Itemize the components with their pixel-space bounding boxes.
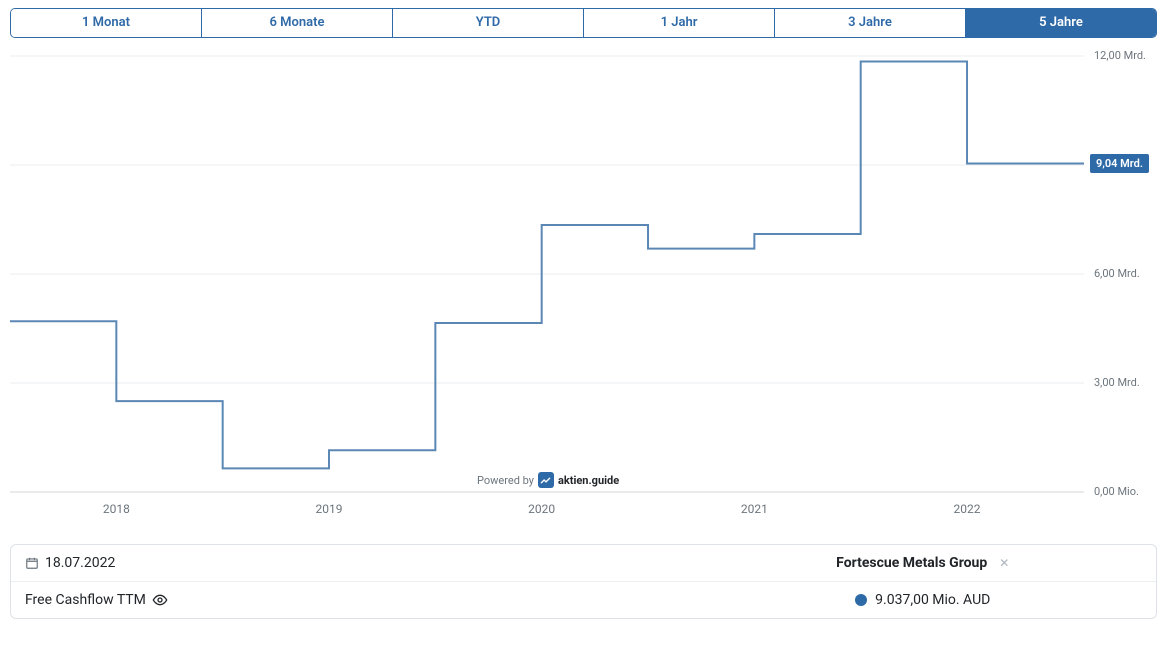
eye-icon[interactable] xyxy=(152,592,168,608)
ytick-label: 3,00 Mrd. xyxy=(1094,376,1164,389)
cashflow-chart: 0,00 Mio. 3,00 Mrd. 6,00 Mrd. 9,00 Mrd. … xyxy=(10,50,1157,530)
xtick-label: 2022 xyxy=(954,502,981,516)
xtick-label: 2018 xyxy=(103,502,130,516)
xtick-label: 2019 xyxy=(316,502,343,516)
tab-3-jahre[interactable]: 3 Jahre xyxy=(774,9,965,37)
last-value-badge: 9,04 Mrd. xyxy=(1090,154,1149,173)
tab-1-monat[interactable]: 1 Monat xyxy=(11,9,201,37)
calendar-icon xyxy=(25,556,39,570)
attribution-prefix: Powered by xyxy=(477,474,534,487)
attribution-logo-icon xyxy=(538,472,554,488)
tab-1-jahr[interactable]: 1 Jahr xyxy=(583,9,774,37)
tab-5-jahre[interactable]: 5 Jahre xyxy=(965,9,1156,37)
ytick-label: 6,00 Mrd. xyxy=(1094,267,1164,280)
chart-svg xyxy=(10,50,1157,530)
series-color-dot xyxy=(855,594,867,606)
info-panel: 18.07.2022 Fortescue Metals Group ✕ Free… xyxy=(10,544,1157,619)
xtick-label: 2020 xyxy=(528,502,555,516)
time-range-tabs: 1 Monat 6 Monate YTD 1 Jahr 3 Jahre 5 Ja… xyxy=(10,8,1157,38)
company-name: Fortescue Metals Group xyxy=(836,555,987,571)
ytick-label: 12,00 Mrd. xyxy=(1094,49,1164,62)
remove-company-icon[interactable]: ✕ xyxy=(999,556,1009,570)
xtick-label: 2021 xyxy=(741,502,768,516)
chart-attribution: Powered by aktien.guide xyxy=(477,472,619,488)
metric-value: 9.037,00 Mio. AUD xyxy=(875,592,990,608)
attribution-brand: aktien.guide xyxy=(558,474,619,487)
panel-date: 18.07.2022 xyxy=(45,555,115,571)
tab-6-monate[interactable]: 6 Monate xyxy=(201,9,392,37)
metric-label: Free Cashflow TTM xyxy=(25,592,146,608)
ytick-label: 0,00 Mio. xyxy=(1094,485,1164,498)
tab-ytd[interactable]: YTD xyxy=(392,9,583,37)
